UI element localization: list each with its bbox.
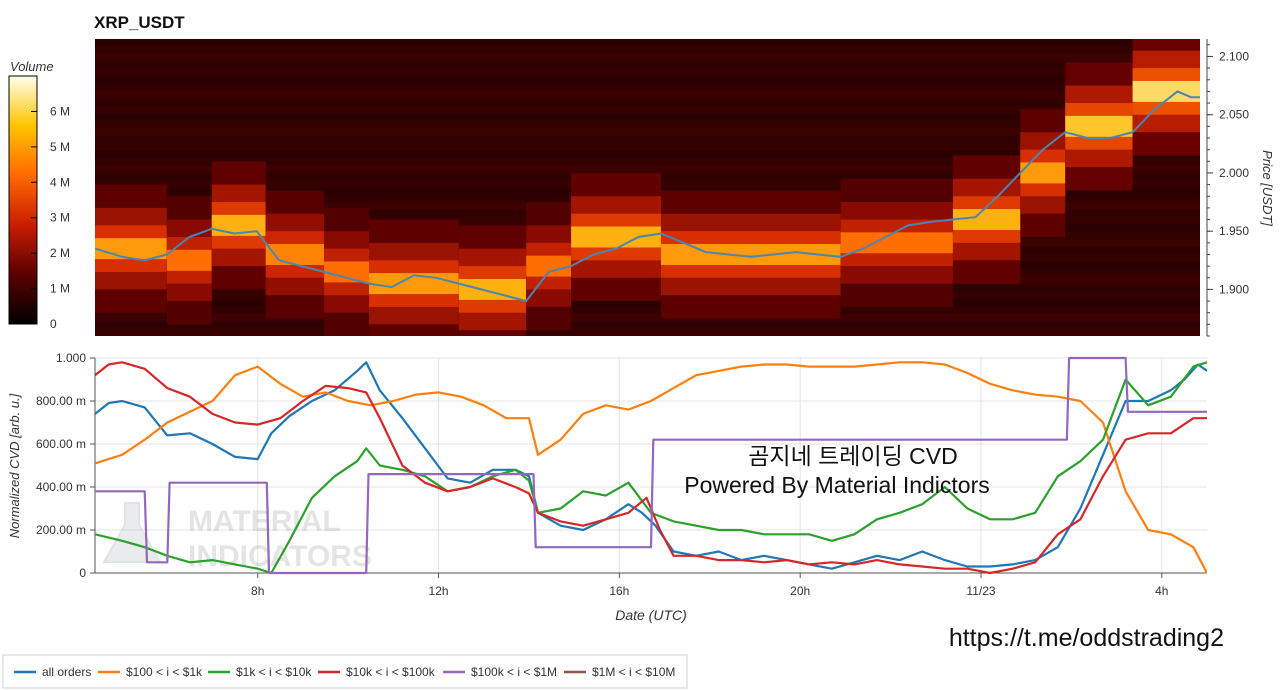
- legend-label[interactable]: $10k < i < $100k: [346, 665, 436, 679]
- cvd-y-tick-label: 400.00 m: [36, 480, 86, 494]
- cvd-x-tick-label: 4h: [1155, 584, 1168, 598]
- legend-label[interactable]: $1k < i < $10k: [236, 665, 312, 679]
- price-axis: 1.900 1.950 2.000 2.050 2.100 Price [USDT]: [1206, 39, 1275, 337]
- heatmap-band: [952, 209, 1021, 231]
- heatmap-row: [95, 120, 1200, 129]
- cvd-y-tick-label: 1.000: [56, 351, 86, 365]
- chart-title: XRP_USDT: [94, 13, 185, 32]
- legend: all orders $100 < i < $1k $1k < i < $10k $1…: [2, 654, 688, 689]
- cvd-x-tick-label: 12h: [429, 584, 449, 598]
- heatmap-band: [211, 214, 266, 236]
- heatmap-band: [1065, 115, 1133, 137]
- heatmap-band: [1132, 80, 1200, 102]
- legend-label[interactable]: all orders: [42, 665, 91, 679]
- colorbar-tick-label: 3 M: [50, 211, 70, 225]
- cvd-y-tick-label: 0: [79, 566, 86, 580]
- colorbar-tick-label: 5 M: [50, 140, 70, 154]
- overlay-subtitle: Powered By Material Indictors: [684, 472, 990, 498]
- heatmap-band: [571, 226, 661, 248]
- legend-label[interactable]: $100 < i < $1k: [126, 665, 203, 679]
- price-tick-label: 2.000: [1219, 166, 1249, 180]
- heatmap-row: [95, 142, 1200, 151]
- heatmap-row: [95, 306, 1200, 315]
- material-indicators-watermark: MATERIAL INDICATORS: [102, 502, 372, 573]
- heatmap-row: [95, 90, 1200, 99]
- heatmap-band: [660, 243, 841, 265]
- heatmap-row: [95, 150, 1200, 159]
- cvd-y-axis-label: Normalized CVD [arb. u.]: [7, 393, 22, 538]
- price-axis-label: Price [USDT]: [1260, 150, 1275, 226]
- price-tick-label: 1.950: [1219, 224, 1249, 238]
- cvd-series-line: [95, 361, 1207, 575]
- cvd-y-tick-label: 800.00 m: [36, 394, 86, 408]
- colorbar-label: Volume: [10, 59, 54, 74]
- heatmap-row: [95, 46, 1200, 55]
- volume-colorbar: Volume 0 1 M 2 M 3 M 4 M 5 M 6 M: [8, 59, 70, 331]
- cvd-series-line: [95, 361, 1207, 574]
- colorbar-tick-label: 1 M: [50, 282, 70, 296]
- cvd-x-axis-label: Date (UTC): [615, 607, 687, 623]
- heatmap-row: [95, 313, 1200, 322]
- heatmap-row: [95, 321, 1200, 330]
- colorbar-tick-label: 4 M: [50, 175, 70, 189]
- cvd-x-tick-label: 16h: [609, 584, 629, 598]
- colorbar-tick-label: 0: [50, 317, 57, 331]
- cvd-y-tick-label: 600.00 m: [36, 437, 86, 451]
- colorbar-gradient: [8, 75, 38, 325]
- legend-label[interactable]: $100k < i < $1M: [471, 665, 557, 679]
- legend-label[interactable]: $1M < i < $10M: [592, 665, 675, 679]
- heatmap-row: [95, 83, 1200, 92]
- heatmap-row: [95, 157, 1200, 166]
- price-tick-label: 2.050: [1219, 108, 1249, 122]
- heatmap-band: [1020, 162, 1066, 184]
- telegram-link[interactable]: https://t.me/oddstrading2: [949, 624, 1224, 652]
- heatmap-row: [95, 298, 1200, 307]
- heatmap-band: [458, 278, 527, 300]
- heatmap-row: [95, 128, 1200, 137]
- heatmap-row: [95, 165, 1200, 174]
- cvd-x-tick-label: 11/23: [966, 584, 995, 598]
- heatmap-row: [95, 135, 1200, 144]
- cvd-x-tick-label: 20h: [790, 584, 810, 598]
- heatmap-row: [95, 39, 1200, 47]
- heatmap-row: [95, 61, 1200, 70]
- heatmap-row: [95, 105, 1200, 114]
- price-tick-label: 2.100: [1219, 49, 1249, 63]
- price-heatmap: [95, 39, 1200, 336]
- heatmap-band: [840, 232, 953, 254]
- cvd-x-tick-label: 8h: [251, 584, 264, 598]
- heatmap-row: [95, 113, 1200, 122]
- heatmap-row: [95, 68, 1200, 77]
- colorbar-tick-label: 6 M: [50, 104, 70, 118]
- cvd-y-tick-label: 200.00 m: [36, 523, 86, 537]
- heatmap-row: [95, 76, 1200, 85]
- heatmap-band: [166, 249, 212, 271]
- heatmap-row: [95, 53, 1200, 62]
- watermark-line-1: MATERIAL: [188, 505, 341, 538]
- heatmap-band: [95, 238, 167, 260]
- colorbar-tick-label: 2 M: [50, 246, 70, 260]
- heatmap-band: [324, 261, 370, 283]
- cvd-series-line: [95, 356, 1207, 575]
- overlay-title: 곰지네 트레이딩 CVD: [748, 443, 957, 469]
- price-line: [95, 90, 1200, 303]
- heatmap-row: [95, 98, 1200, 107]
- price-tick-label: 1.900: [1219, 282, 1249, 296]
- cvd-series-line: [95, 361, 1207, 575]
- heatmap-band: [526, 255, 572, 277]
- heatmap-row: [95, 328, 1200, 336]
- cvd-chart: MATERIAL INDICATORS 8h 12h 16h 20h 11/23 4h 0…: [7, 351, 1207, 623]
- flask-icon: [102, 502, 162, 563]
